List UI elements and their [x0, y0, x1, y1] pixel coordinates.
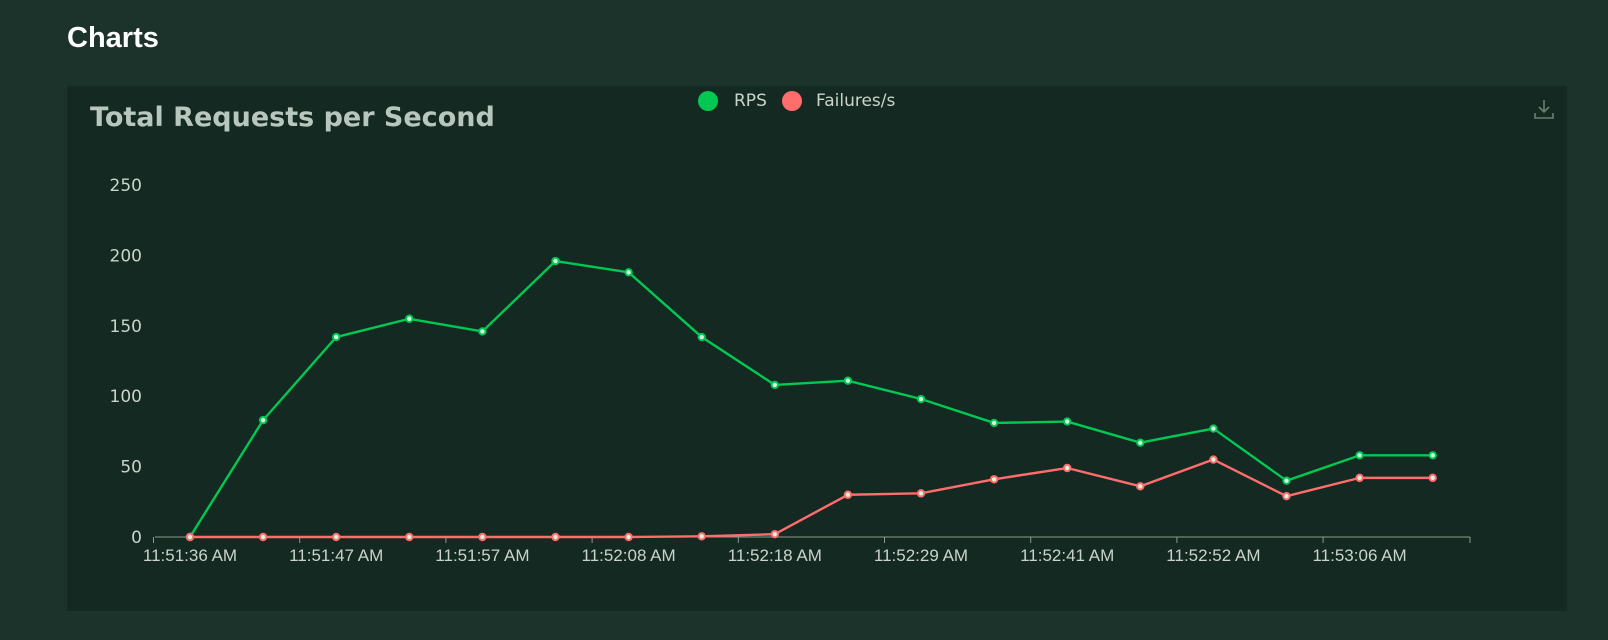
data-point: [1209, 455, 1218, 464]
page-heading: Charts: [67, 22, 159, 54]
data-point: [551, 256, 560, 266]
data-point: [1355, 451, 1364, 460]
data-point: [916, 489, 926, 498]
legend-label: Failures/s: [816, 91, 896, 111]
data-point: [1063, 417, 1072, 426]
y-tick-label: 200: [110, 246, 142, 266]
data-point: [697, 332, 706, 342]
data-point: [770, 529, 779, 539]
x-tick-label: 11:52:08 AM: [581, 546, 675, 565]
data-point: [1355, 473, 1364, 483]
x-tick-label: 11:52:41 AM: [1020, 546, 1114, 565]
legend: RPS Failures/s: [698, 91, 896, 111]
data-point: [770, 380, 779, 390]
chart-title: Total Requests per Second: [90, 102, 495, 133]
data-point: [843, 490, 853, 499]
data-point: [1282, 476, 1291, 485]
data-point: [989, 475, 999, 484]
axes: 0 50 100 150 200 250 11:51:36 AM 11:51:47 AM 11:…: [110, 176, 1471, 565]
x-tick-label: 11:51:47 AM: [289, 546, 383, 565]
data-point: [332, 532, 341, 542]
data-point: [1209, 424, 1218, 433]
data-point: [478, 327, 487, 336]
data-point: [624, 268, 633, 277]
x-tick-label: 11:51:57 AM: [435, 546, 529, 565]
data-point: [624, 532, 633, 542]
data-point: [551, 532, 560, 542]
chart-panel: Total Requests per Second RPS Failures/s …: [67, 86, 1567, 611]
data-point: [332, 332, 341, 342]
x-tick-label: 11:51:36 AM: [143, 546, 237, 565]
y-tick-label: 150: [110, 317, 142, 337]
data-point: [405, 314, 414, 323]
legend-label: RPS: [734, 91, 767, 111]
x-tick-label: 11:52:29 AM: [874, 546, 968, 565]
y-tick-label: 0: [131, 528, 142, 548]
y-tick-label: 100: [110, 387, 142, 407]
download-button[interactable]: [1531, 96, 1557, 122]
legend-marker: [782, 91, 802, 111]
data-point: [478, 532, 487, 542]
data-point: [1282, 491, 1291, 501]
data-point: [1063, 463, 1072, 473]
y-tick-label: 50: [120, 458, 142, 478]
data-point: [185, 532, 195, 542]
series-line-failures: [190, 458, 1433, 539]
data-point: [843, 376, 853, 385]
x-tick-label: 11:53:06 AM: [1312, 546, 1406, 565]
x-tick-label: 11:52:52 AM: [1166, 546, 1260, 565]
series-layer: [185, 256, 1437, 542]
x-tick-label: 11:52:18 AM: [728, 546, 822, 565]
data-point: [1136, 482, 1145, 491]
data-point: [1136, 438, 1145, 447]
y-tick-label: 250: [110, 176, 142, 196]
download-icon: [1534, 100, 1554, 119]
data-point: [258, 415, 268, 425]
data-point: [1428, 451, 1437, 460]
series-line-rps: [188, 259, 1433, 538]
data-point: [405, 532, 414, 542]
legend-marker: [698, 91, 718, 111]
data-point: [258, 532, 268, 542]
data-point: [989, 418, 999, 428]
data-point: [916, 394, 926, 404]
rps-chart: RPS Failures/s 0 50 100 150 200 250 11:51:36 AM…: [110, 91, 1471, 565]
data-point: [1428, 473, 1437, 483]
data-point: [697, 532, 706, 541]
